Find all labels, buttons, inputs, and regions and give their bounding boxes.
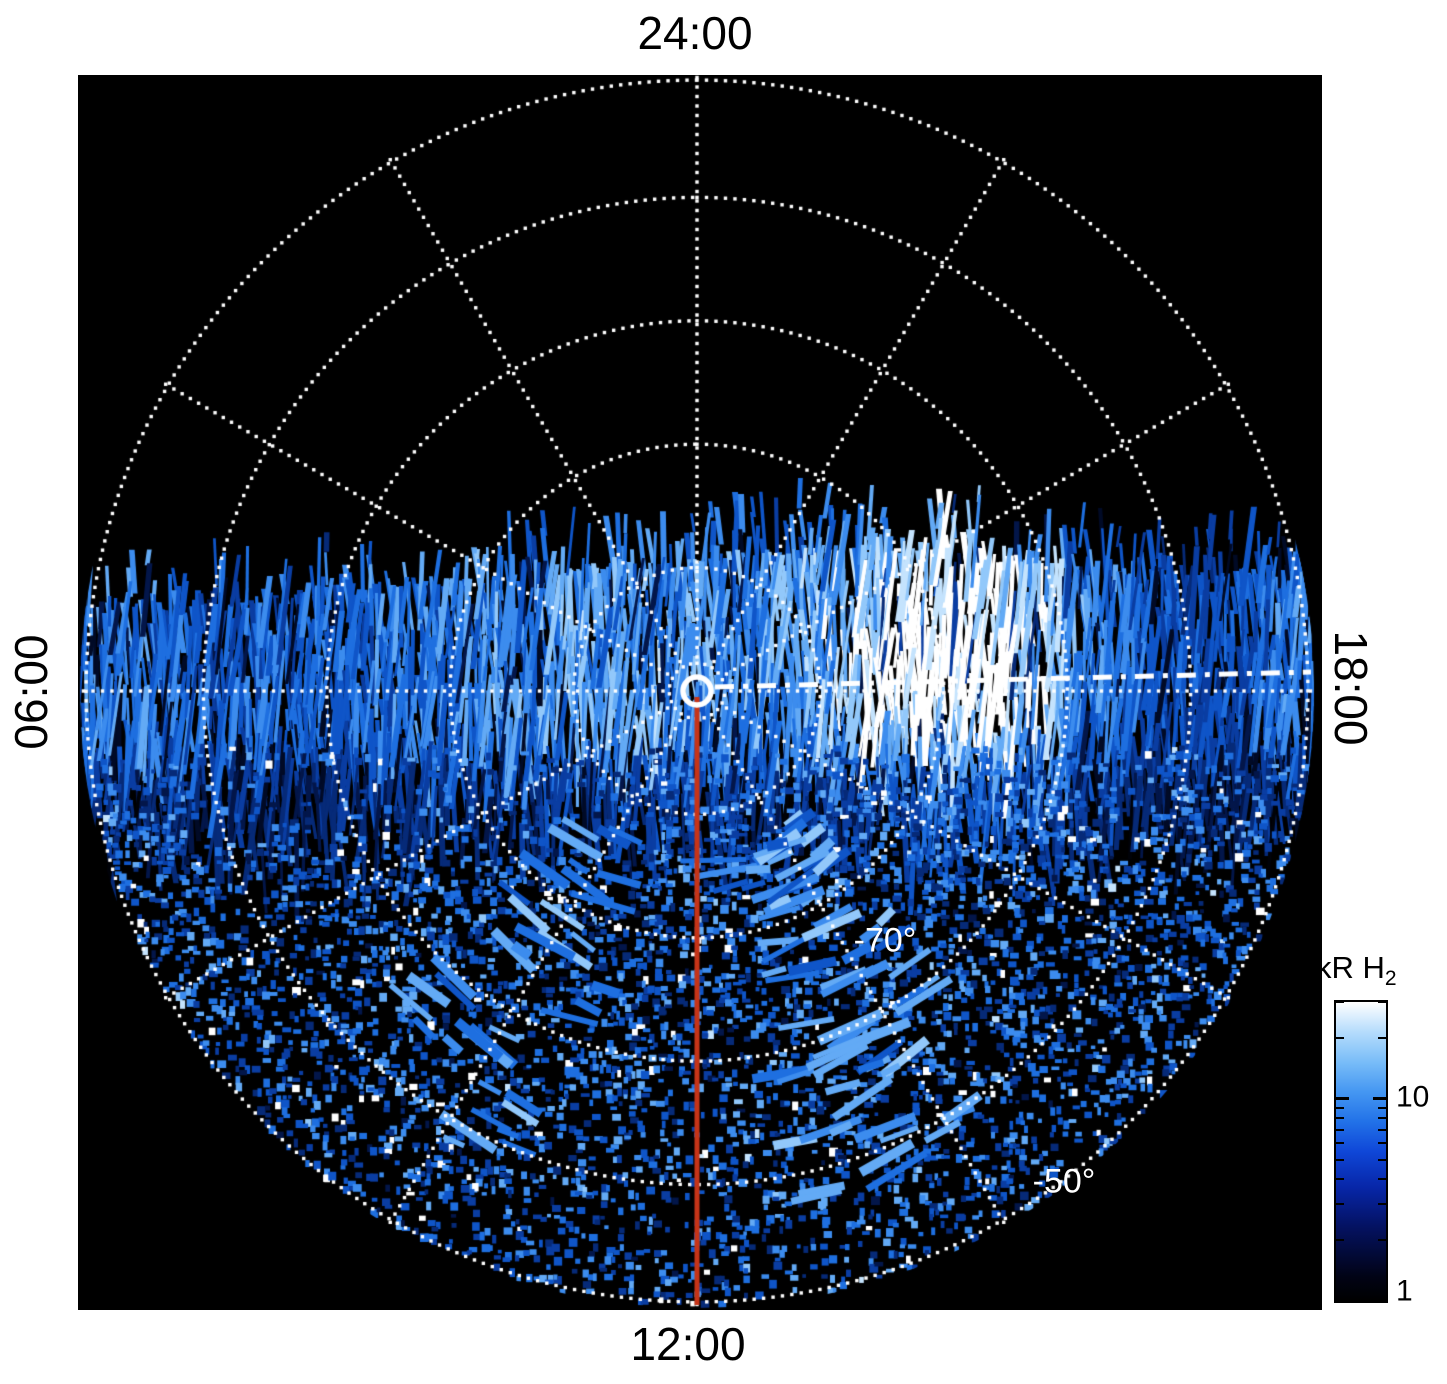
colorbar: kR H2 10 1 (1316, 950, 1429, 1307)
colorbar-major-tick (1373, 1097, 1386, 1101)
colorbar-minor-tick (1336, 1106, 1344, 1109)
colorbar-minor-tick (1378, 1001, 1386, 1003)
colorbar-gradient (1334, 1000, 1388, 1303)
colorbar-title-sub: 2 (1384, 967, 1397, 991)
colorbar-minor-tick (1378, 1239, 1386, 1242)
colorbar-minor-tick (1378, 1128, 1386, 1131)
time-label-1200: 12:00 (630, 1318, 746, 1370)
latitude-label: -50° (1032, 1162, 1096, 1201)
colorbar-minor-tick (1336, 1142, 1344, 1145)
colorbar-minor-tick (1336, 1178, 1344, 1181)
colorbar-tick-label: 1 (1396, 1274, 1413, 1308)
colorbar-minor-tick (1378, 1142, 1386, 1145)
colorbar-minor-tick (1336, 1203, 1344, 1206)
colorbar-minor-tick (1336, 1158, 1344, 1161)
colorbar-title: kR H2 (1316, 950, 1397, 991)
colorbar-minor-tick (1378, 1036, 1386, 1039)
polar-heatmap-canvas (78, 75, 1322, 1310)
colorbar-major-tick (1336, 1097, 1349, 1101)
colorbar-minor-tick (1378, 1203, 1386, 1206)
plot-area: -70° -50° (78, 75, 1322, 1310)
colorbar-minor-tick (1336, 1001, 1344, 1003)
colorbar-minor-tick (1336, 1239, 1344, 1242)
time-label-0600: 06:00 (5, 634, 57, 750)
colorbar-minor-tick (1378, 1106, 1386, 1109)
colorbar-minor-tick (1378, 1178, 1386, 1181)
colorbar-minor-tick (1378, 1158, 1386, 1161)
colorbar-minor-tick (1378, 1117, 1386, 1120)
colorbar-minor-tick (1336, 1117, 1344, 1120)
time-label-2400: 24:00 (637, 7, 753, 59)
colorbar-tick-label: 10 (1396, 1079, 1430, 1113)
colorbar-title-main: kR H (1316, 950, 1385, 985)
colorbar-minor-tick (1336, 1036, 1344, 1039)
latitude-label: -70° (853, 921, 917, 960)
time-label-1800: 18:00 (1325, 630, 1377, 746)
colorbar-minor-tick (1336, 1128, 1344, 1131)
